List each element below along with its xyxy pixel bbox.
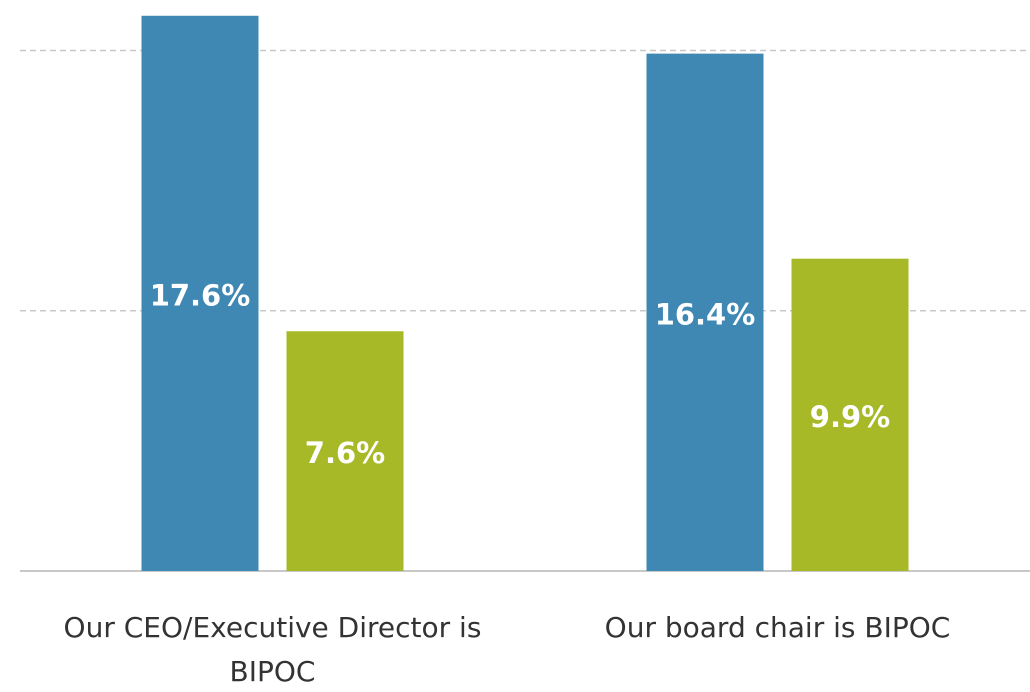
bar <box>646 53 764 572</box>
data-label: 7.6% <box>305 436 385 470</box>
bar <box>791 258 909 571</box>
bar <box>141 15 259 571</box>
x-tick-label: Our board chair is BIPOC <box>604 611 951 644</box>
bar <box>286 331 404 571</box>
x-tick-label: Our CEO/Executive Director is BIPOC <box>63 611 482 688</box>
data-label: 9.9% <box>810 400 890 434</box>
data-label: 16.4% <box>655 297 756 331</box>
data-label: 17.6% <box>150 278 251 312</box>
